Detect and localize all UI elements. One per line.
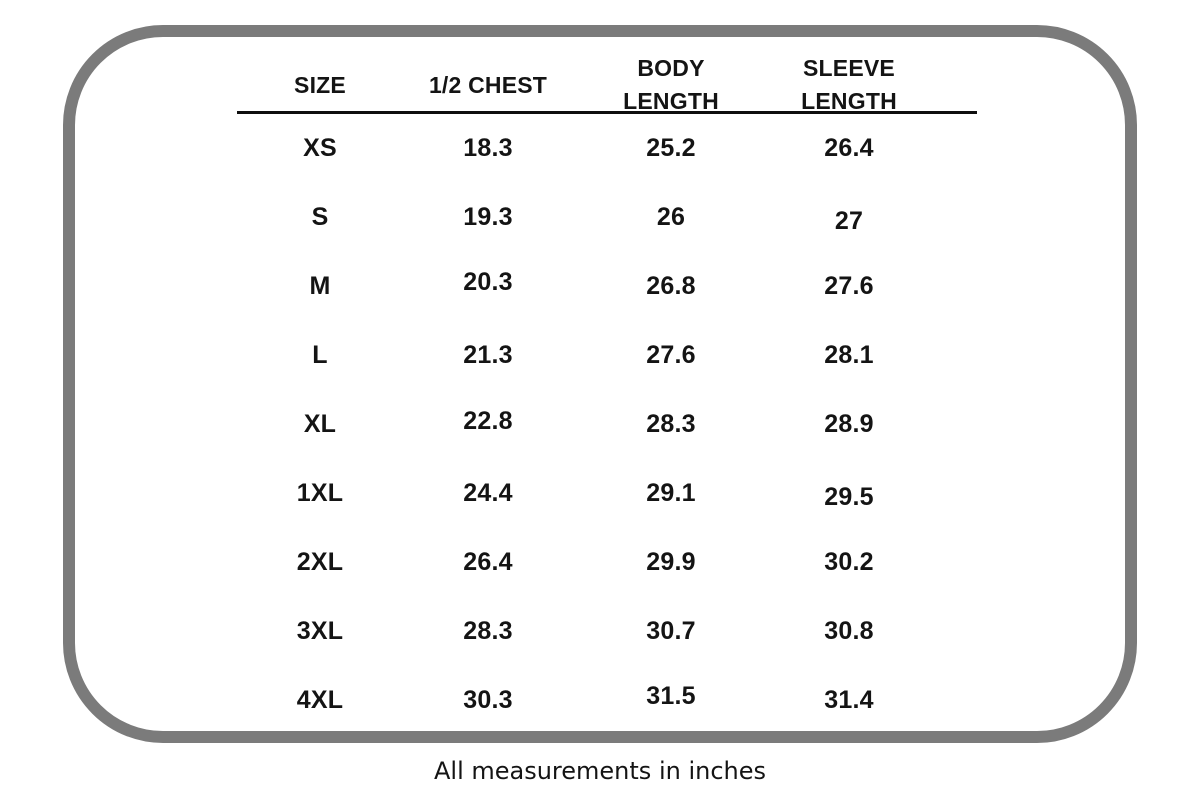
cell-sleeve-length: 30.8 [824, 617, 874, 645]
cell-body-length: 25.2 [646, 134, 696, 162]
column-header-label: BODY LENGTH [623, 55, 719, 115]
cell-body-length: 30.7 [646, 617, 696, 645]
cell-body-length: 27.6 [646, 341, 696, 369]
cell-body-length: 26.8 [646, 272, 696, 300]
cell-size: M [309, 272, 331, 300]
cell-half-chest: 24.4 [463, 479, 513, 507]
table-row-4xl: 4XL 30.3 31.5 31.4 [237, 666, 977, 735]
cell-half-chest: 22.8 [463, 407, 513, 435]
table-header-row: SIZE 1/2 CHEST BODY LENGTH SLEEVE LENGTH [237, 44, 977, 114]
cell-size: XL [303, 410, 337, 438]
column-header-label: SLEEVE LENGTH [801, 55, 897, 115]
cell-half-chest: 30.3 [463, 686, 513, 714]
cell-body-length: 31.5 [646, 682, 696, 710]
column-header-label: 1/2 CHEST [428, 71, 548, 98]
cell-size: 1XL [296, 479, 344, 507]
cell-half-chest: 19.3 [463, 203, 513, 231]
cell-half-chest: 26.4 [463, 548, 513, 576]
table-row-s: S 19.3 26 27 [237, 183, 977, 252]
cell-size: 3XL [296, 617, 344, 645]
column-header-body-length: BODY LENGTH [573, 52, 769, 119]
cell-half-chest: 18.3 [463, 134, 513, 162]
cell-sleeve-length: 28.9 [824, 410, 874, 438]
column-header-size: SIZE [237, 69, 403, 102]
column-header-label: SIZE [294, 71, 346, 98]
cell-body-length: 29.1 [646, 479, 696, 507]
cell-half-chest: 21.3 [463, 341, 513, 369]
cell-body-length: 29.9 [646, 548, 696, 576]
cell-size: L [312, 341, 328, 369]
cell-body-length: 26 [656, 203, 686, 231]
cell-sleeve-length: 30.2 [824, 548, 874, 576]
column-header-sleeve-length: SLEEVE LENGTH [769, 52, 929, 119]
measurements-note: All measurements in inches [433, 757, 766, 785]
table-row-xs: XS 18.3 25.2 26.4 [237, 114, 977, 183]
header-divider [237, 111, 977, 114]
cell-size: 4XL [296, 686, 344, 714]
cell-size: XS [303, 134, 337, 162]
table-row-2xl: 2XL 26.4 29.9 30.2 [237, 528, 977, 597]
cell-sleeve-length: 31.4 [824, 686, 874, 714]
size-table: SIZE 1/2 CHEST BODY LENGTH SLEEVE LENGTH… [237, 44, 977, 735]
table-row-xl: XL 22.8 28.3 28.9 [237, 390, 977, 459]
table-row-m: M 20.3 26.8 27.6 [237, 252, 977, 321]
table-row-l: L 21.3 27.6 28.1 [237, 321, 977, 390]
cell-sleeve-length: 26.4 [824, 134, 874, 162]
cell-sleeve-length: 29.5 [824, 483, 874, 511]
cell-half-chest: 28.3 [463, 617, 513, 645]
cell-sleeve-length: 27 [834, 207, 864, 235]
cell-body-length: 28.3 [646, 410, 696, 438]
cell-sleeve-length: 27.6 [824, 272, 874, 300]
table-row-1xl: 1XL 24.4 29.1 29.5 [237, 459, 977, 528]
cell-half-chest: 20.3 [463, 268, 513, 296]
cell-size: 2XL [296, 548, 344, 576]
rounded-frame [63, 25, 1137, 743]
cell-size: S [311, 203, 329, 231]
column-header-half-chest: 1/2 CHEST [403, 69, 573, 102]
cell-sleeve-length: 28.1 [824, 341, 874, 369]
table-row-3xl: 3XL 28.3 30.7 30.8 [237, 597, 977, 666]
table-body: XS 18.3 25.2 26.4 S 19.3 26 27 M 20.3 26… [237, 114, 977, 735]
